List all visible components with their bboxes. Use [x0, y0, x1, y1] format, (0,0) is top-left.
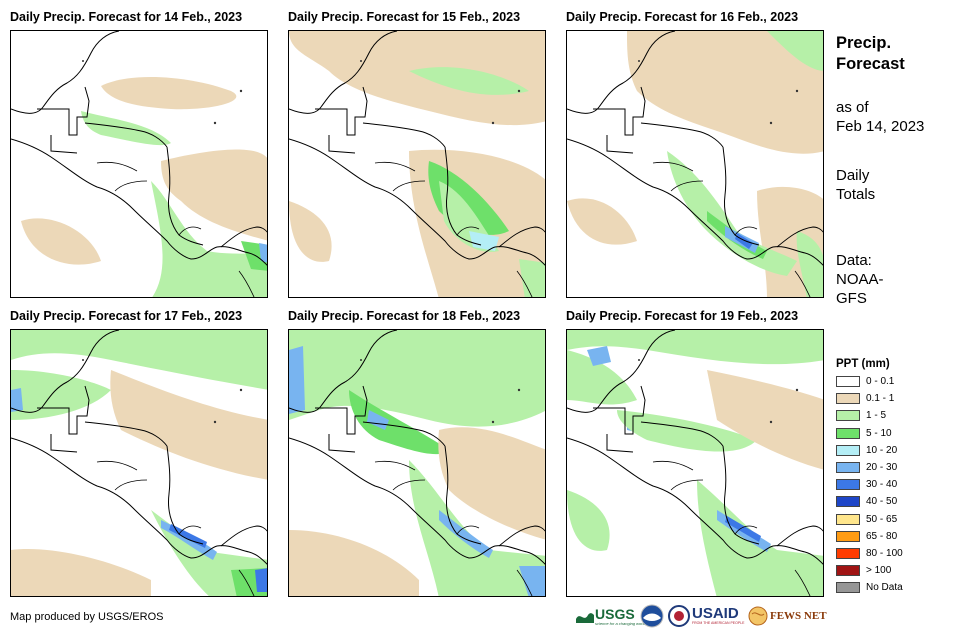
legend-swatch [836, 393, 860, 405]
legend-swatch [836, 444, 860, 456]
usgs-wave-icon [576, 613, 594, 623]
legend-swatch [836, 496, 860, 508]
legend-label: 30 - 40 [866, 479, 898, 491]
data-line-3: GFS [836, 290, 867, 307]
noaa-logo [640, 600, 664, 632]
panel-title-4: Daily Precip. Forecast for 17 Feb., 2023 [10, 309, 243, 323]
usaid-tagline: FROM THE AMERICAN PEOPLE [692, 621, 745, 625]
data-source: Data: NOAA- GFS [836, 251, 884, 308]
usaid-wordmark: USAID [692, 605, 739, 622]
usgs-wordmark: USGS [595, 605, 635, 622]
legend-label: 20 - 30 [866, 462, 898, 473]
legend-swatch [836, 376, 860, 387]
legend-swatch [836, 530, 860, 542]
panel-title-1: Daily Precip. Forecast for 14 Feb., 2023 [10, 10, 243, 24]
heading-line-2: Forecast [836, 55, 905, 73]
legend-label: 80 - 100 [866, 548, 903, 559]
legend-swatch [836, 582, 860, 594]
usaid-logo: USAID FROM THE AMERICAN PEOPLE [692, 600, 744, 632]
legend-swatch [836, 548, 860, 559]
legend-label: No Data [866, 582, 903, 594]
panel-title-6: Daily Precip. Forecast for 19 Feb., 2023 [566, 309, 799, 323]
precip-map-18-feb [288, 329, 546, 597]
map-graphic [11, 330, 267, 596]
totals-line-2: Totals [836, 186, 876, 203]
precip-map-17-feb [10, 329, 268, 597]
map-graphic [11, 31, 267, 297]
legend-swatch [836, 462, 860, 473]
legend-title: PPT (mm) [836, 358, 890, 370]
precip-map-16-feb [566, 30, 824, 298]
legend-swatch [836, 565, 860, 577]
map-graphic [289, 330, 545, 596]
usaid-seal-icon [668, 605, 690, 627]
data-line-1: Data: [836, 252, 872, 269]
legend-swatch [836, 513, 860, 525]
legend-swatch [836, 427, 860, 439]
map-heading: Precip. Forecast [836, 33, 905, 75]
daily-totals-note: Daily Totals [836, 166, 875, 204]
heading-line-1: Precip. [836, 34, 892, 52]
fewsnet-globe-icon [748, 606, 768, 626]
legend-label: 5 - 10 [866, 427, 892, 439]
usaid-seal-logo [668, 600, 690, 632]
legend-label: 0 - 0.1 [866, 376, 895, 387]
panel-title-2: Daily Precip. Forecast for 15 Feb., 2023 [288, 10, 521, 24]
legend-label: 65 - 80 [866, 530, 898, 542]
usgs-logo: USGS science for a changing world [576, 600, 646, 632]
data-line-2: NOAA- [836, 271, 884, 288]
legend-swatch [836, 410, 860, 422]
fewsnet-logo: FEWS NET [748, 600, 827, 632]
legend-label: 40 - 50 [866, 496, 898, 508]
map-graphic [289, 31, 545, 297]
fewsnet-wordmark: FEWS NET [770, 610, 827, 622]
legend-label: 10 - 20 [866, 444, 898, 456]
legend-label: 1 - 5 [866, 410, 887, 422]
usgs-tagline: science for a changing world [595, 620, 646, 626]
map-graphic [567, 330, 823, 596]
totals-line-1: Daily [836, 167, 870, 184]
legend-swatch [836, 479, 860, 491]
precip-map-14-feb [10, 30, 268, 298]
precip-map-19-feb [566, 329, 824, 597]
legend-label: 0.1 - 1 [866, 393, 895, 405]
legend-label: 50 - 65 [866, 513, 898, 525]
panel-title-3: Daily Precip. Forecast for 16 Feb., 2023 [566, 10, 799, 24]
legend-label: > 100 [866, 565, 892, 577]
precip-map-15-feb [288, 30, 546, 298]
panel-title-5: Daily Precip. Forecast for 18 Feb., 2023 [288, 309, 521, 323]
noaa-seal-icon [640, 604, 664, 628]
as-of-date: as of Feb 14, 2023 [836, 98, 924, 136]
asof-line-2: Feb 14, 2023 [836, 118, 925, 135]
map-graphic [567, 31, 823, 297]
asof-line-1: as of [836, 99, 869, 116]
credit-text: Map produced by USGS/EROS [10, 611, 164, 623]
